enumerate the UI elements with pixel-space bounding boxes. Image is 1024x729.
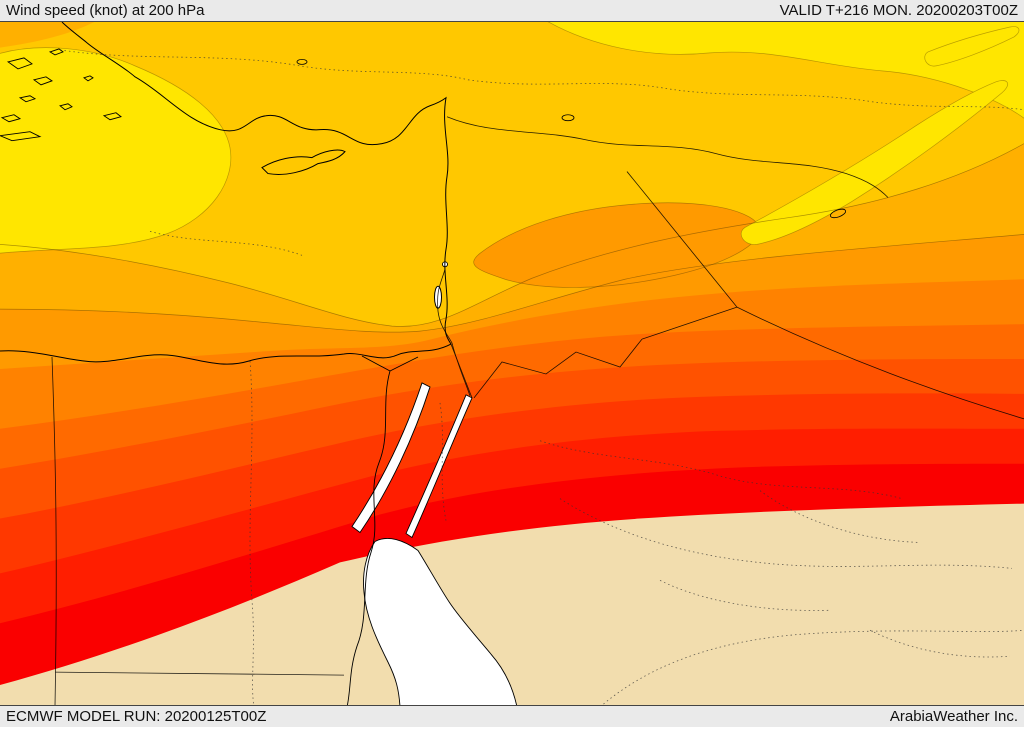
country-borders [51, 116, 1024, 705]
dotted-boundaries [59, 49, 1024, 705]
aegean-islands [0, 48, 122, 142]
jordan-rift-border [437, 269, 471, 397]
red-sea [363, 538, 517, 705]
page-title: Wind speed (knot) at 200 hPa [6, 2, 205, 19]
credit-label: ArabiaWeather Inc. [889, 708, 1018, 725]
cyprus-island [261, 149, 346, 175]
turkey-syria-border [446, 116, 889, 198]
egypt-north-coast [0, 343, 452, 365]
contour-lines [0, 143, 1024, 333]
iraq-jordan-border [641, 306, 738, 340]
gulf-of-suez [351, 382, 431, 534]
model-run-label: ECMWF MODEL RUN: 20200125T00Z [6, 708, 267, 725]
inland-lakes [296, 58, 847, 219]
jordan-saudi-border [473, 338, 643, 399]
wind-patch-orange-corner [0, 22, 95, 48]
header-bar: Wind speed (knot) at 200 hPa VALID T+216… [0, 0, 1024, 22]
coastlines [0, 22, 452, 365]
weather-map [0, 22, 1024, 705]
wind-band-9 [0, 22, 1024, 327]
iraq-saudi-border [736, 306, 1024, 420]
egypt-libya-border [51, 357, 57, 705]
egypt-sudan-border [54, 671, 345, 676]
gulf-of-aqaba [405, 394, 473, 539]
turkey-levant-coast [61, 22, 452, 345]
syria-iraq-border [626, 171, 738, 308]
wind-core-yellow-streak-small [924, 26, 1020, 67]
wind-speed-contour-map [0, 22, 1024, 705]
nile-river [346, 355, 419, 705]
footer-bar: ECMWF MODEL RUN: 20200125T00Z ArabiaWeat… [0, 705, 1024, 727]
wind-core-yellow-streak [740, 80, 1009, 245]
valid-time-label: VALID T+216 MON. 20200203T00Z [779, 2, 1018, 19]
